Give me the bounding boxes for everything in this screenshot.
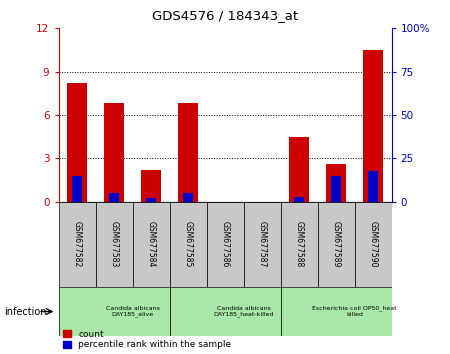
- Bar: [207, 202, 243, 287]
- Bar: [289, 137, 309, 202]
- Text: infection: infection: [4, 307, 47, 316]
- Bar: [369, 171, 378, 202]
- Text: GSM677584: GSM677584: [147, 221, 156, 268]
- Bar: [170, 202, 207, 287]
- Text: GSM677586: GSM677586: [220, 221, 230, 268]
- Text: GSM677589: GSM677589: [332, 221, 341, 268]
- Text: GSM677588: GSM677588: [294, 221, 303, 267]
- Text: Candida albicans
DAY185_alive: Candida albicans DAY185_alive: [106, 306, 159, 317]
- Text: GSM677583: GSM677583: [109, 221, 118, 268]
- Bar: [170, 287, 280, 336]
- Bar: [243, 202, 280, 287]
- Bar: [331, 176, 341, 202]
- Bar: [58, 202, 95, 287]
- Text: Escherichia coli OP50_heat
killed: Escherichia coli OP50_heat killed: [312, 306, 397, 317]
- Text: GSM677590: GSM677590: [369, 221, 378, 268]
- Text: GSM677582: GSM677582: [72, 221, 81, 267]
- Text: GDS4576 / 184343_at: GDS4576 / 184343_at: [152, 9, 298, 22]
- Bar: [109, 193, 119, 202]
- Bar: [318, 202, 355, 287]
- Bar: [146, 198, 156, 202]
- Text: GSM677587: GSM677587: [257, 221, 266, 268]
- Bar: [280, 202, 318, 287]
- Bar: [184, 193, 193, 202]
- Bar: [280, 287, 392, 336]
- Bar: [326, 164, 346, 202]
- Bar: [132, 202, 170, 287]
- Bar: [104, 103, 124, 202]
- Bar: [294, 196, 304, 202]
- Bar: [363, 50, 383, 202]
- Bar: [178, 103, 198, 202]
- Bar: [72, 176, 81, 202]
- Bar: [355, 202, 392, 287]
- Bar: [67, 83, 87, 202]
- Bar: [58, 287, 170, 336]
- Legend: count, percentile rank within the sample: count, percentile rank within the sample: [63, 330, 231, 349]
- Text: Candida albicans
DAY185_heat-killed: Candida albicans DAY185_heat-killed: [213, 306, 274, 317]
- Bar: [141, 170, 161, 202]
- Bar: [95, 202, 132, 287]
- Text: GSM677585: GSM677585: [184, 221, 193, 268]
